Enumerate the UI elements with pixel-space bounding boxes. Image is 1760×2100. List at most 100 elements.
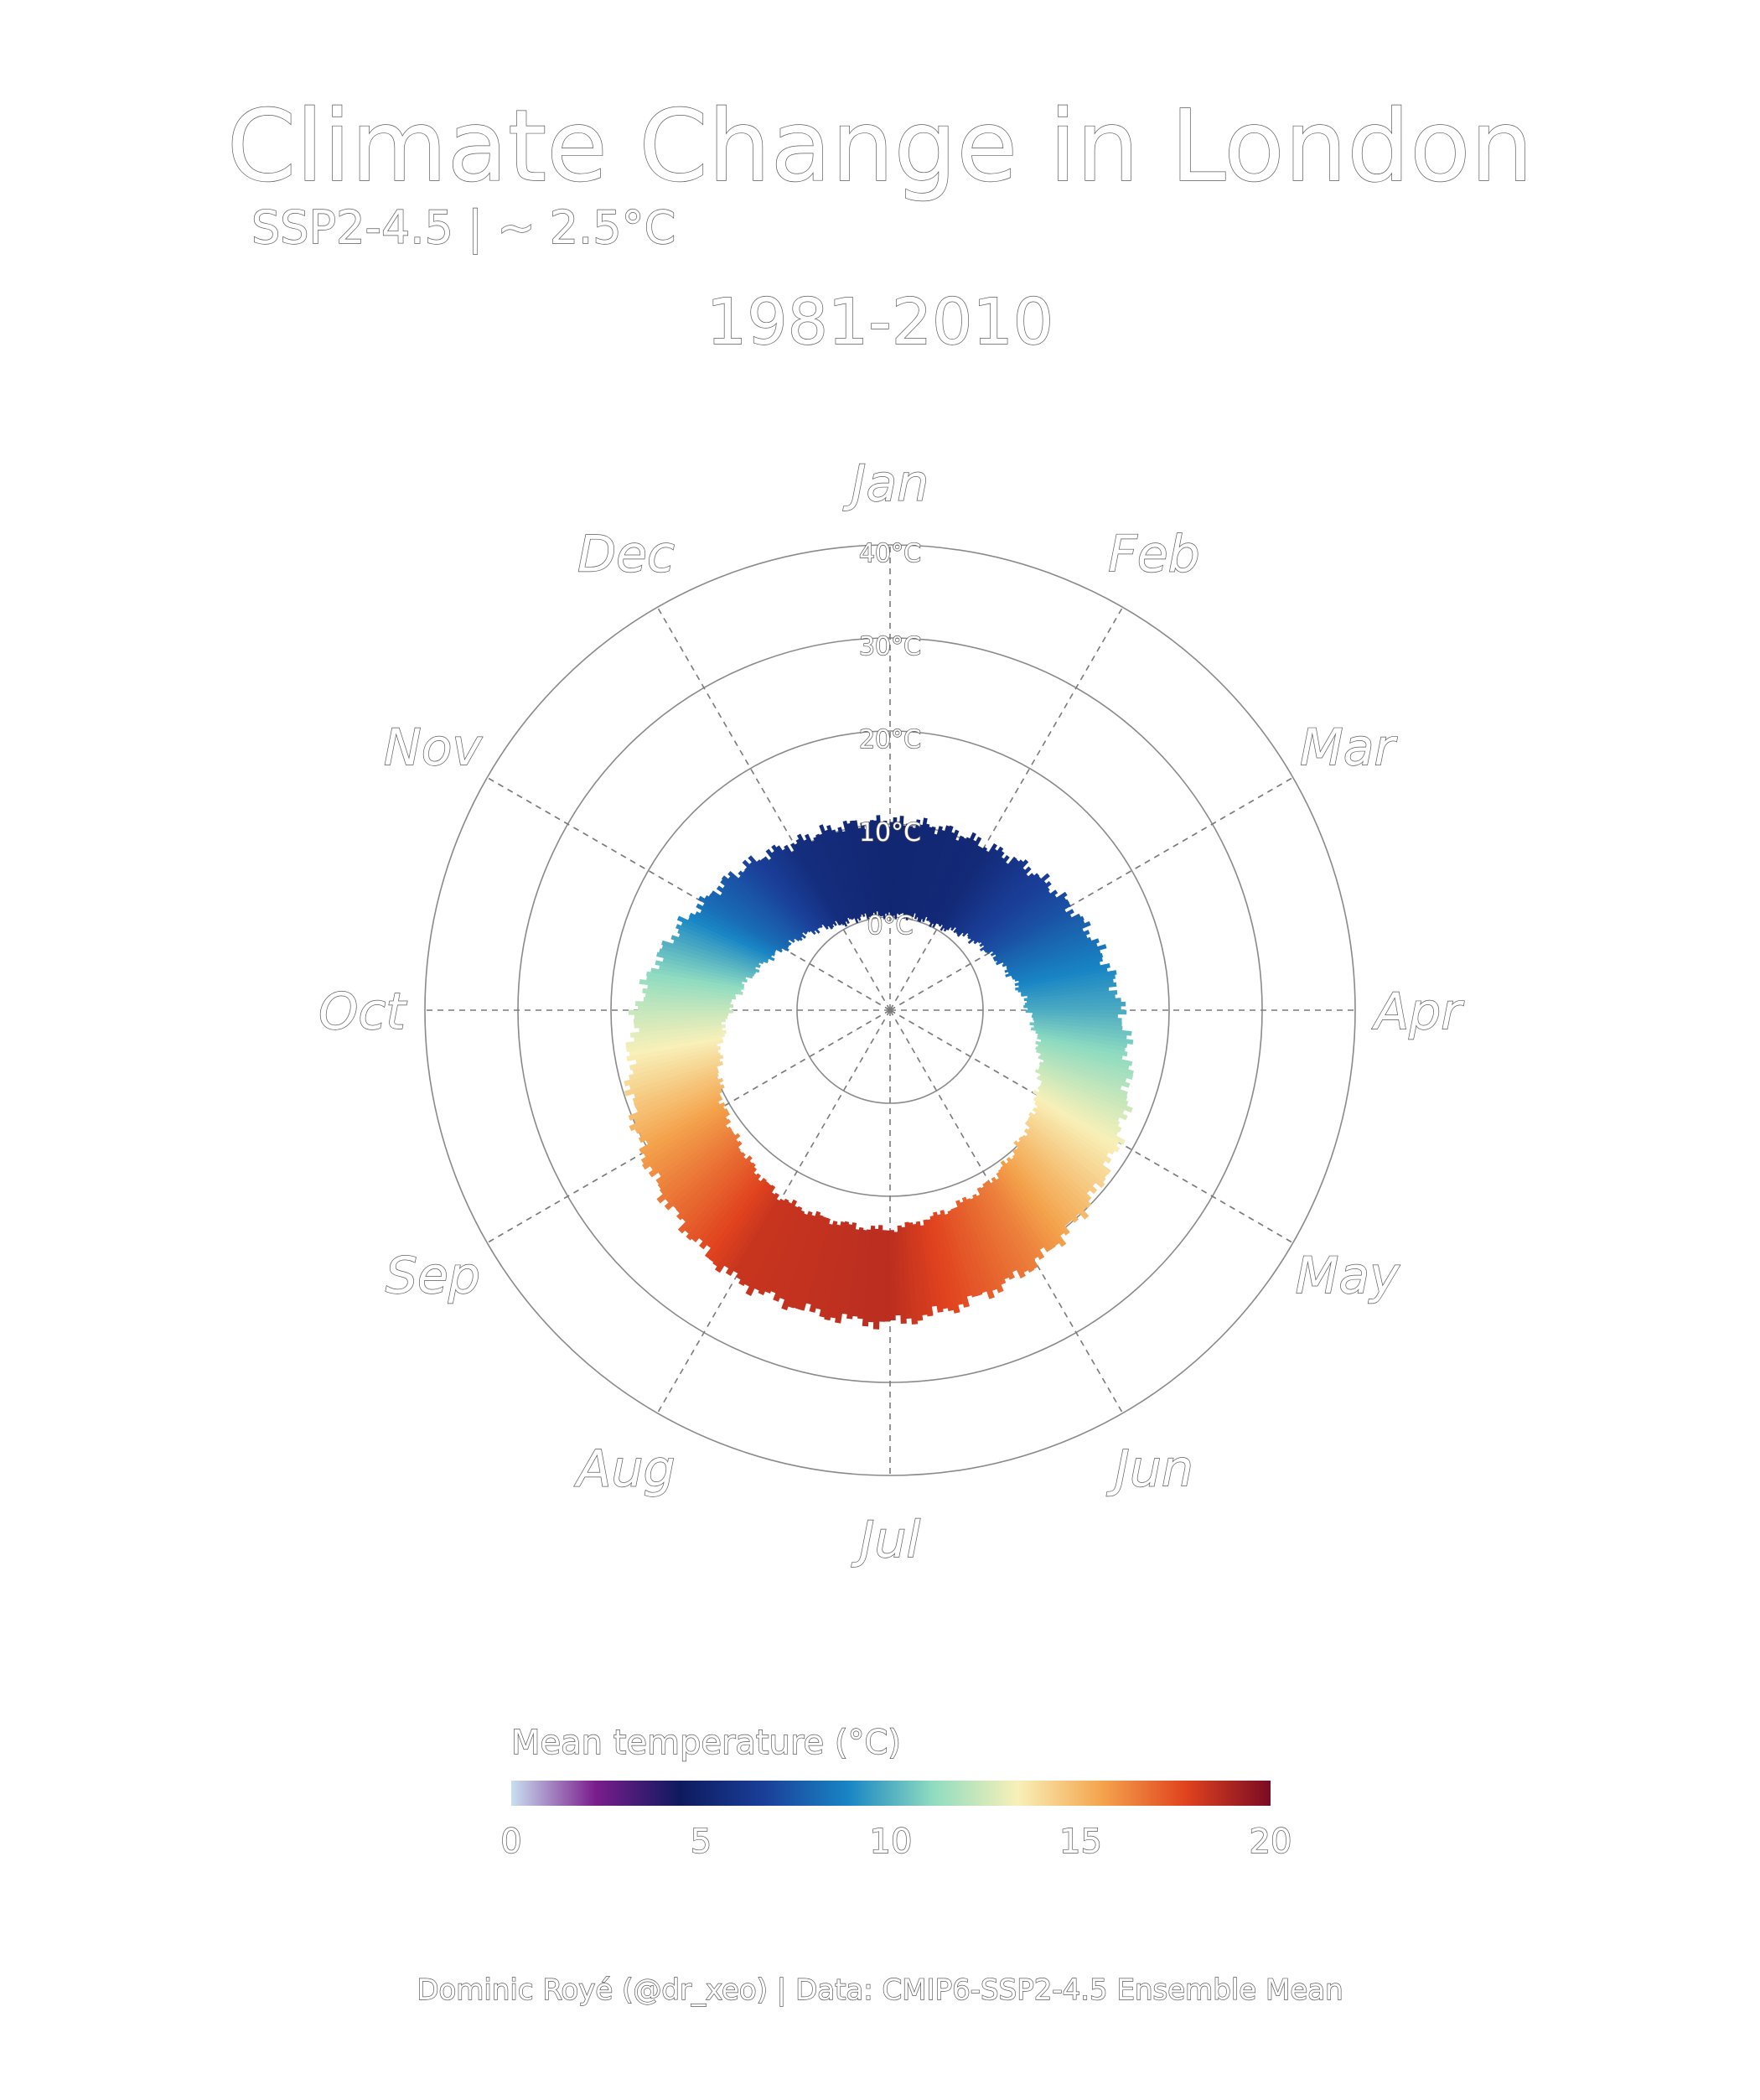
month-label-sep: Sep	[386, 1247, 480, 1305]
day-bar-122	[1034, 1101, 1116, 1155]
day-bar-66	[995, 920, 1091, 966]
day-bar-209	[735, 1198, 785, 1280]
day-bar-47	[967, 873, 1040, 940]
month-label-jan: Jan	[843, 454, 929, 513]
day-bar-175	[904, 1221, 919, 1325]
day-bar-283	[656, 951, 753, 979]
day-bar-58	[984, 899, 1069, 953]
day-bar-235	[648, 1118, 732, 1178]
day-bar-315	[742, 859, 816, 936]
day-bar-242	[638, 1096, 723, 1143]
day-bar-262	[625, 1029, 727, 1048]
day-bar-170	[923, 1219, 944, 1313]
day-bar-237	[642, 1111, 731, 1170]
day-bar-356	[876, 815, 886, 920]
grid-circle-4	[424, 544, 1356, 1476]
day-bar-199	[781, 1211, 821, 1311]
day-bar-76	[1014, 957, 1104, 982]
day-bar-98	[1035, 1030, 1128, 1049]
day-bar-318	[756, 859, 820, 930]
day-bar-124	[1032, 1107, 1112, 1164]
day-bar-114	[1036, 1076, 1128, 1121]
day-bar-337	[815, 833, 854, 920]
day-bar-68	[1002, 930, 1090, 967]
legend-tick-0: 0	[500, 1823, 521, 1861]
day-bar-225	[676, 1152, 746, 1221]
period-label: 1981-2010	[707, 284, 1053, 359]
day-bar-95	[1029, 1022, 1132, 1036]
day-bar-274	[642, 988, 737, 1000]
day-bar-61	[990, 909, 1074, 957]
day-bar-301	[704, 894, 789, 949]
day-bar-334	[805, 833, 850, 925]
day-bar-245	[629, 1084, 725, 1132]
day-bar-293	[676, 915, 775, 962]
radial-tick-labels: 0°C 10°C 20°C 30°C 40°C	[858, 538, 922, 941]
day-bar-119	[1033, 1090, 1126, 1145]
day-bar-344	[837, 827, 866, 917]
day-bar-75	[1012, 952, 1104, 980]
day-bar-15	[914, 826, 944, 920]
day-bar-112	[1034, 1069, 1133, 1113]
day-bar-151	[982, 1182, 1035, 1273]
day-bar-160	[955, 1200, 995, 1299]
month-label-jun: Jun	[1106, 1440, 1193, 1499]
day-bar-35	[946, 850, 1005, 931]
day-bar-189	[835, 1222, 857, 1324]
day-bar-3	[894, 816, 904, 920]
legend-tick-3: 15	[1059, 1823, 1102, 1861]
day-bar-185	[857, 1229, 872, 1320]
day-bar-146	[996, 1171, 1052, 1252]
day-bar-165	[940, 1210, 970, 1308]
day-bar-300	[697, 895, 789, 951]
day-bar-223	[677, 1155, 753, 1234]
day-bar-136	[1013, 1140, 1090, 1220]
month-label-mar: Mar	[1300, 718, 1398, 777]
day-bar-64	[993, 915, 1084, 962]
month-label-may: May	[1296, 1247, 1401, 1305]
day-bar-211	[725, 1192, 779, 1277]
day-bar-184	[862, 1225, 876, 1327]
day-bar-80	[1015, 970, 1117, 991]
day-bar-213	[714, 1185, 776, 1273]
day-bar-255	[629, 1052, 721, 1081]
month-labels: Jan Feb Mar Apr May Jun Jul Aug Sep Oct Nov Dec	[318, 454, 1464, 1569]
day-bar-359	[886, 827, 891, 913]
day-bar-339	[819, 824, 859, 924]
day-bar-51	[973, 880, 1052, 945]
grid-spoke-feb	[889, 606, 1124, 1011]
day-bar-20	[922, 829, 960, 923]
day-bar-341	[826, 824, 862, 921]
grid-spoke-nov	[486, 776, 891, 1011]
legend-colorbar	[511, 1781, 1271, 1806]
day-bar-56	[979, 891, 1068, 951]
day-bar-37	[950, 854, 1010, 931]
source-caption: Dominic Royé (@dr_xeo) | Data: CMIP6-SSP…	[417, 1973, 1343, 2007]
day-bar-249	[634, 1072, 719, 1108]
day-bar-44	[961, 866, 1032, 937]
month-label-dec: Dec	[577, 525, 675, 583]
day-bar-168	[929, 1215, 955, 1312]
day-bar-204	[758, 1206, 803, 1296]
day-bar-187	[846, 1226, 864, 1320]
day-bar-269	[628, 1009, 734, 1015]
day-bar-83	[1021, 982, 1117, 997]
day-bar-134	[1018, 1136, 1092, 1209]
day-bar-158	[961, 1196, 1004, 1294]
polar-grid	[424, 544, 1356, 1476]
day-bar-284	[659, 948, 755, 977]
day-bar-27	[932, 837, 982, 928]
day-bar-34	[943, 846, 1004, 932]
day-bar-252	[624, 1060, 724, 1097]
day-bar-276	[639, 979, 743, 995]
day-bar-32	[940, 843, 998, 931]
day-bar-143	[1000, 1159, 1067, 1247]
day-bar-324	[771, 844, 833, 930]
day-bar-97	[1031, 1027, 1134, 1045]
day-bar-194	[809, 1221, 838, 1313]
day-bar-177	[897, 1225, 907, 1325]
color-legend: Mean temperature (°C) 0 5 10 15 20	[500, 1723, 1293, 1861]
day-bar-278	[646, 971, 744, 990]
day-bar-272	[643, 997, 731, 1005]
legend-ticks: 0 5 10 15 20	[500, 1822, 1293, 1861]
